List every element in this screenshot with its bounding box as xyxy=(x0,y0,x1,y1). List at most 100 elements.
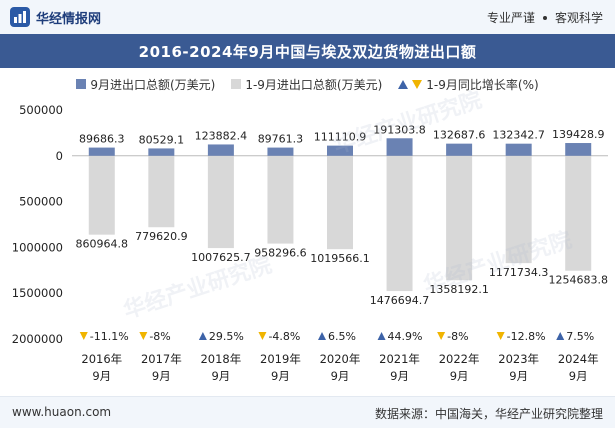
growth-rate-label: -8% xyxy=(447,330,468,343)
x-tick-label-year: 2023年 xyxy=(498,352,539,366)
x-tick-label-month: 9月 xyxy=(211,369,230,383)
cumulative-value-label: 958296.6 xyxy=(254,247,307,260)
cumulative-bar xyxy=(505,155,532,264)
cumulative-value-label: 1358192.1 xyxy=(429,283,489,296)
footer: www.huaon.com 数据来源：中国海关，华经产业研究院整理 xyxy=(0,396,615,428)
cumulative-bar xyxy=(267,155,294,244)
x-tick-label-year: 2024年 xyxy=(558,352,599,366)
y-tick-label: 2000000 xyxy=(12,332,63,346)
growth-up-marker xyxy=(318,332,326,340)
x-tick-label-year: 2020年 xyxy=(320,352,361,366)
cumulative-bar xyxy=(446,155,473,281)
brand: 华经情报网 xyxy=(10,7,101,27)
y-tick-label: 0 xyxy=(56,149,63,163)
cumulative-bar xyxy=(386,155,413,292)
legend-item-growth: 1-9月同比增长率(%) xyxy=(398,76,539,93)
footer-site: www.huaon.com xyxy=(12,405,112,419)
footer-source: 数据来源：中国海关，华经产业研究院整理 xyxy=(374,407,603,421)
monthly-value-label: 80529.1 xyxy=(139,133,185,146)
cumulative-value-label: 860964.8 xyxy=(76,238,129,251)
growth-rate-label: -11.1% xyxy=(90,330,129,343)
growth-down-marker xyxy=(258,332,267,340)
cumulative-value-label: 1254683.8 xyxy=(548,274,608,287)
monthly-value-label: 89686.3 xyxy=(79,133,125,146)
monthly-bar xyxy=(148,148,175,156)
legend-swatch-cumulative xyxy=(231,79,242,89)
cumulative-bar xyxy=(327,155,353,250)
growth-rate-label: -4.8% xyxy=(268,330,300,343)
monthly-value-label: 139428.9 xyxy=(552,128,605,141)
cumulative-bar xyxy=(148,155,175,228)
cumulative-bar xyxy=(88,155,115,235)
monthly-value-label: 123882.4 xyxy=(195,129,248,142)
monthly-bar xyxy=(88,147,115,156)
cumulative-bar xyxy=(207,155,234,249)
cumulative-value-label: 1019566.1 xyxy=(310,252,370,265)
legend-label-monthly: 9月进出口总额(万美元) xyxy=(90,77,216,92)
x-tick-label-month: 9月 xyxy=(390,369,409,383)
x-tick-label-year: 2016年 xyxy=(81,352,122,366)
cumulative-value-label: 779620.9 xyxy=(135,230,188,243)
dot-separator-icon xyxy=(542,15,547,20)
monthly-bar xyxy=(505,143,532,156)
x-tick-label-year: 2022年 xyxy=(439,352,480,366)
slogan-1: 专业严谨 xyxy=(486,11,535,25)
growth-rate-label: 6.5% xyxy=(328,330,356,343)
brand-name: 华经情报网 xyxy=(36,11,102,27)
growth-up-marker xyxy=(377,332,386,340)
cumulative-value-label: 1171734.3 xyxy=(489,266,549,279)
legend-item-monthly: 9月进出口总额(万美元) xyxy=(76,76,215,93)
y-tick-label: 500000 xyxy=(19,103,63,117)
legend-triangle-up-icon xyxy=(398,79,409,89)
growth-rate-label: -12.8% xyxy=(507,330,546,343)
y-tick-label: 500000 xyxy=(19,195,63,209)
chart-legend: 9月进出口总额(万美元) 1-9月进出口总额(万美元) 1-9月同比增长率(%) xyxy=(0,74,615,94)
x-tick-label-month: 9月 xyxy=(152,369,171,383)
chart-area: 500000 0 500000 1000000 1500000 2000000 89686.… xyxy=(12,103,608,383)
monthly-value-label: 132687.6 xyxy=(433,129,486,142)
y-tick-label: 1000000 xyxy=(12,240,63,254)
growth-down-marker xyxy=(496,332,505,340)
legend-item-cumulative: 1-9月进出口总额(万美元) xyxy=(231,76,382,93)
x-tick-label-year: 2019年 xyxy=(260,352,301,366)
monthly-bar xyxy=(565,143,592,156)
x-tick-label-month: 9月 xyxy=(92,369,111,383)
cumulative-value-label: 1007625.7 xyxy=(191,251,251,264)
x-tick-label-year: 2021年 xyxy=(379,352,420,366)
x-tick-label-year: 2018年 xyxy=(200,352,241,366)
monthly-bar xyxy=(446,143,473,156)
monthly-bar xyxy=(386,138,413,156)
growth-rate-label: 7.5% xyxy=(566,330,594,343)
legend-triangle-down-icon xyxy=(412,79,423,89)
brand-logo-icon xyxy=(10,7,30,27)
legend-swatch-monthly xyxy=(76,79,87,89)
cumulative-value-label: 1476694.7 xyxy=(370,294,430,307)
monthly-value-label: 191303.8 xyxy=(373,123,426,136)
growth-rate-label: 44.9% xyxy=(388,330,423,343)
growth-down-marker xyxy=(437,332,446,340)
y-tick-label: 1500000 xyxy=(12,286,63,300)
legend-label-growth: 1-9月同比增长率(%) xyxy=(426,77,539,92)
x-tick-label-year: 2017年 xyxy=(141,352,182,366)
growth-down-marker xyxy=(139,332,148,340)
x-tick-label-month: 9月 xyxy=(331,369,350,383)
growth-rate-label: 29.5% xyxy=(209,330,244,343)
growth-up-marker xyxy=(198,332,207,340)
slogan: 专业严谨 客观科学 xyxy=(487,9,603,26)
monthly-bar xyxy=(327,145,353,156)
top-bar: 华经情报网 专业严谨 客观科学 xyxy=(0,0,615,35)
x-tick-label-month: 9月 xyxy=(569,369,588,383)
growth-down-marker xyxy=(79,332,88,340)
x-tick-label-month: 9月 xyxy=(271,369,290,383)
chart-title: 2016-2024年9月中国与埃及双边货物进出口额 xyxy=(0,34,615,68)
x-tick-label-month: 9月 xyxy=(450,369,469,383)
growth-up-marker xyxy=(556,332,565,340)
monthly-value-label: 111110.9 xyxy=(314,131,367,144)
monthly-value-label: 89761.3 xyxy=(258,133,304,146)
monthly-value-label: 132342.7 xyxy=(492,129,545,142)
legend-label-cumulative: 1-9月进出口总额(万美元) xyxy=(245,77,383,92)
x-tick-label-month: 9月 xyxy=(509,369,528,383)
monthly-bar xyxy=(267,147,294,156)
monthly-bar xyxy=(207,144,234,156)
growth-rate-label: -8% xyxy=(149,330,170,343)
